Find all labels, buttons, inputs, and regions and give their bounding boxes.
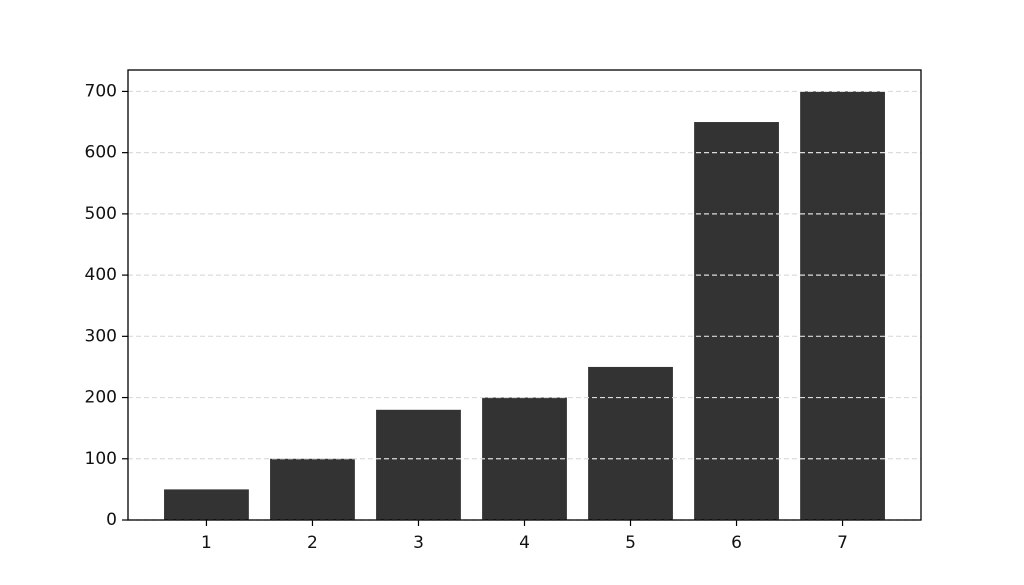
y-tick-label: 700 (85, 81, 117, 101)
bar (694, 122, 779, 520)
y-tick-label: 200 (85, 388, 117, 408)
x-tick-label: 4 (519, 533, 530, 553)
y-tick-label: 0 (106, 510, 117, 530)
bar (164, 489, 249, 520)
x-tick-label: 5 (625, 533, 636, 553)
bar (800, 91, 885, 520)
x-tick-label: 7 (837, 533, 848, 553)
x-tick-label: 6 (731, 533, 742, 553)
plot-frame (127, 69, 922, 521)
x-tick-label: 2 (307, 533, 318, 553)
y-tick-label: 300 (85, 326, 117, 346)
y-tick-label: 400 (85, 265, 117, 285)
bar (376, 409, 461, 520)
x-tick-label: 1 (201, 533, 212, 553)
bar (270, 458, 355, 520)
bar (588, 366, 673, 520)
y-tick-label: 600 (85, 143, 117, 163)
y-tick-label: 500 (85, 204, 117, 224)
x-tick-label: 3 (413, 533, 424, 553)
y-tick-label: 100 (85, 449, 117, 469)
